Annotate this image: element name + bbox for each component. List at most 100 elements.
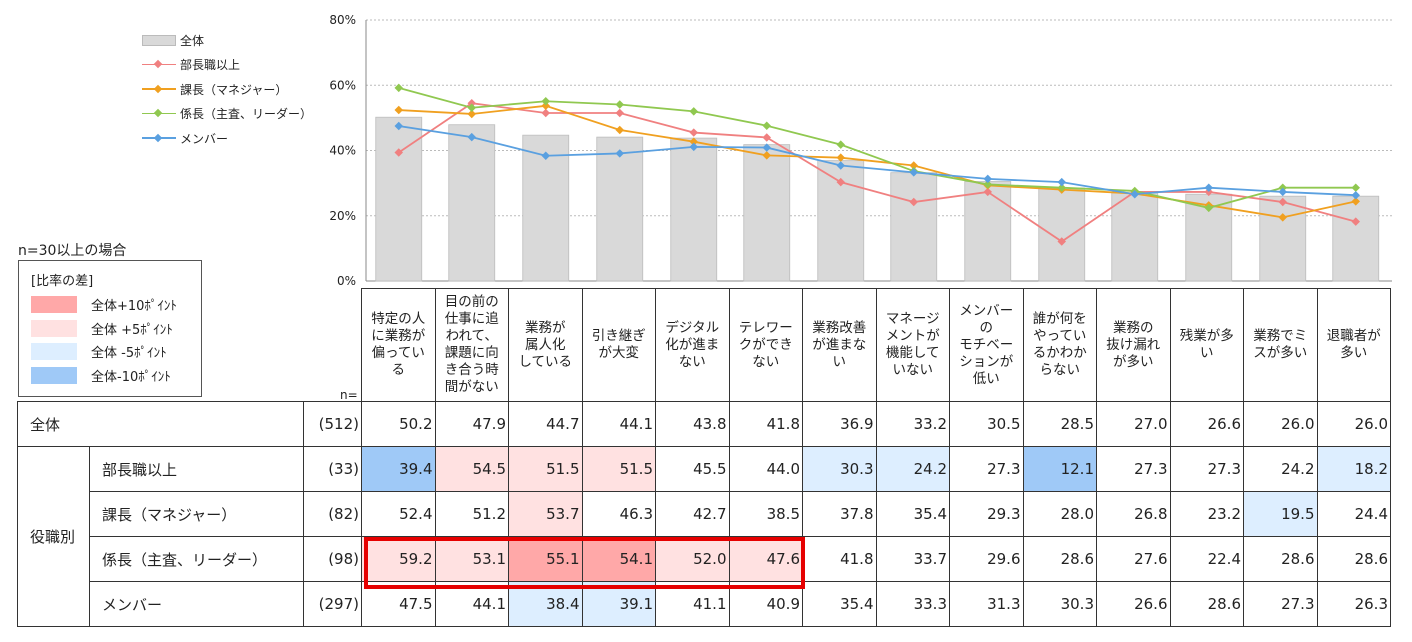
series-point (762, 121, 771, 130)
value-cell: 51.2 (434, 491, 509, 537)
value-cell: 23.2 (1169, 491, 1244, 537)
value-cell: 27.6 (1096, 536, 1171, 582)
value-cell: 37.8 (802, 491, 877, 537)
category-header: 業務改善 が進まない (802, 288, 877, 402)
value-cell: 26.0 (1243, 401, 1318, 447)
category-header: 退職者が 多い (1316, 288, 1391, 402)
value-cell: 46.3 (581, 491, 656, 537)
y-tick-label: 60% (329, 78, 356, 92)
value-cell: 29.3 (949, 491, 1024, 537)
value-cell: 50.2 (361, 401, 436, 447)
value-cell: 44.1 (581, 401, 656, 447)
value-cell: 12.1 (1022, 446, 1097, 492)
series-point (689, 128, 698, 137)
value-cell: 24.4 (1316, 491, 1391, 537)
value-cell: 41.8 (728, 401, 803, 447)
value-cell: 38.5 (728, 491, 803, 537)
value-cell: 28.5 (1022, 401, 1097, 447)
value-cell: 31.3 (949, 581, 1024, 627)
y-tick-label: 40% (329, 144, 356, 158)
legend-swatch (142, 82, 176, 96)
category-header: 業務でミ スが多い (1243, 288, 1318, 402)
value-cell: 44.7 (508, 401, 583, 447)
series-point (467, 103, 476, 113)
value-cell: 18.2 (1316, 446, 1391, 492)
legend-label: 課長（マネジャー） (180, 82, 288, 97)
value-cell: 55.1 (508, 536, 583, 582)
series-line-1 (398, 102, 1356, 243)
value-cell: 33.3 (875, 581, 950, 627)
sample-size: (82) (303, 491, 362, 537)
bar-4 (596, 136, 644, 282)
value-cell: 29.6 (949, 536, 1024, 582)
value-cell: 54.1 (581, 536, 656, 582)
highlight-box (364, 537, 805, 589)
row-label: 係長（主査、リーダー） (89, 536, 304, 582)
combo-chart: 0% 20% 40% 60% 80% (329, 13, 1392, 288)
legend-entry: メンバー (142, 126, 312, 151)
sample-size: (33) (303, 446, 362, 492)
bar-14 (1332, 195, 1380, 282)
category-header: メンバーのモチベー ションが 低い (949, 288, 1024, 402)
value-cell: 35.4 (875, 491, 950, 537)
value-cell: 59.2 (361, 536, 436, 582)
value-cell: 28.6 (1316, 536, 1391, 582)
value-cell: 51.5 (508, 446, 583, 492)
value-cell: 30.5 (949, 401, 1024, 447)
value-cell: 28.6 (1243, 536, 1318, 582)
value-cell: 27.3 (1243, 581, 1318, 627)
bar-10 (1038, 187, 1086, 282)
value-cell: 41.8 (802, 536, 877, 582)
value-cell: 26.0 (1316, 401, 1391, 447)
value-cell: 28.6 (1169, 581, 1244, 627)
category-header: 引き継ぎ が大変 (581, 288, 656, 402)
legend-entry: 課長（マネジャー） (142, 77, 312, 102)
series-point (394, 148, 403, 157)
sample-size: (98) (303, 536, 362, 582)
series-point (394, 83, 403, 93)
value-cell: 35.4 (802, 581, 877, 627)
bar-6 (743, 144, 791, 282)
bar-2 (448, 124, 496, 282)
legend-entry: 部長職以上 (142, 53, 312, 78)
value-cell: 33.2 (875, 401, 950, 447)
category-header: デジタル 化が進ま ない (655, 288, 730, 402)
y-tick-label: 20% (329, 209, 356, 223)
series-line-4 (398, 125, 1356, 197)
row-label: 課長（マネジャー） (89, 491, 304, 537)
value-cell: 27.3 (1169, 446, 1244, 492)
series-line-3 (398, 86, 1356, 209)
series-point (467, 109, 476, 119)
series-point (394, 121, 403, 131)
series-line-2 (398, 104, 1356, 219)
diff-legend-title: [比率の差] (31, 274, 94, 289)
legend-swatch (142, 131, 176, 145)
value-cell: 30.3 (802, 446, 877, 492)
value-cell: 26.8 (1096, 491, 1171, 537)
y-tick-label: 0% (337, 274, 356, 288)
legend-label: メンバー (180, 131, 229, 146)
value-cell: 39.4 (361, 446, 436, 492)
row-label: メンバー (89, 581, 304, 627)
value-cell: 51.5 (581, 446, 656, 492)
value-cell: 27.3 (1096, 446, 1171, 492)
series-point (615, 100, 624, 109)
row-label: 部長職以上 (89, 446, 304, 492)
value-cell: 42.7 (655, 491, 730, 537)
header-blank (17, 288, 362, 402)
category-header: テレワー クができ ない (728, 288, 803, 402)
value-cell: 24.2 (875, 446, 950, 492)
category-header: 目の前の 仕事に追 われて、 課題に向 き合う時 間がない (434, 288, 509, 402)
bar-8 (890, 172, 938, 282)
series-point (1351, 183, 1360, 192)
series-point (467, 98, 476, 108)
value-cell: 53.7 (508, 491, 583, 537)
series-point (762, 133, 771, 142)
value-cell: 28.0 (1022, 491, 1097, 537)
sample-size: (512) (303, 401, 362, 447)
sample-size-note: n=30以上の場合 (18, 243, 127, 259)
value-cell: 22.4 (1169, 536, 1244, 582)
value-cell: 26.3 (1316, 581, 1391, 627)
group-label: 役職別 (17, 446, 90, 627)
series-point (1057, 177, 1066, 187)
